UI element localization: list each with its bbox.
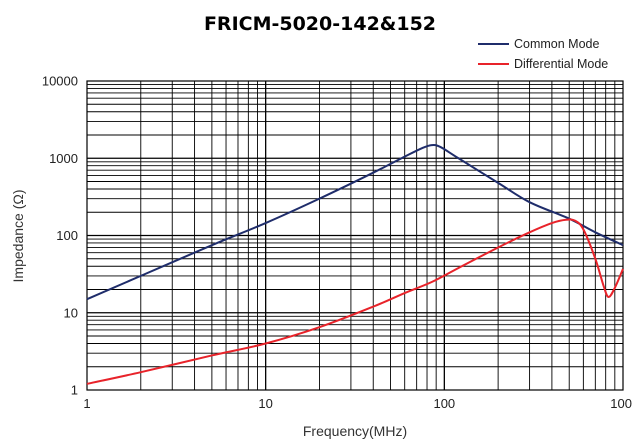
- series-line-common-mode: [86, 143, 624, 301]
- legend-label-common-mode: Common Mode: [514, 37, 599, 51]
- y-tick-labels: 1 10 100 1000 10000: [42, 74, 78, 398]
- legend: Common Mode Differential Mode: [478, 37, 608, 71]
- series-lines: [86, 143, 624, 385]
- y-tick-label: 100: [56, 228, 78, 243]
- y-tick-label: 10000: [42, 74, 78, 89]
- chart-title: FRICM-5020-142&152: [204, 13, 436, 35]
- y-tick-label: 10: [64, 305, 78, 320]
- x-tick-label: 1: [83, 396, 90, 411]
- series-line-differential-mode: [86, 218, 624, 385]
- grid-lines: [87, 81, 623, 390]
- x-axis-label: Frequency(MHz): [303, 423, 407, 439]
- y-tick-label: 1000: [49, 151, 78, 166]
- x-tick-label: 100: [610, 396, 632, 411]
- x-tick-label: 100: [433, 396, 455, 411]
- y-axis-label: Impedance (Ω): [10, 190, 26, 283]
- plot-frame: [86, 80, 624, 391]
- legend-label-differential-mode: Differential Mode: [514, 57, 608, 71]
- y-tick-label: 1: [71, 383, 78, 398]
- x-tick-label: 10: [258, 396, 272, 411]
- x-tick-labels: 1 10 100 100: [83, 396, 632, 411]
